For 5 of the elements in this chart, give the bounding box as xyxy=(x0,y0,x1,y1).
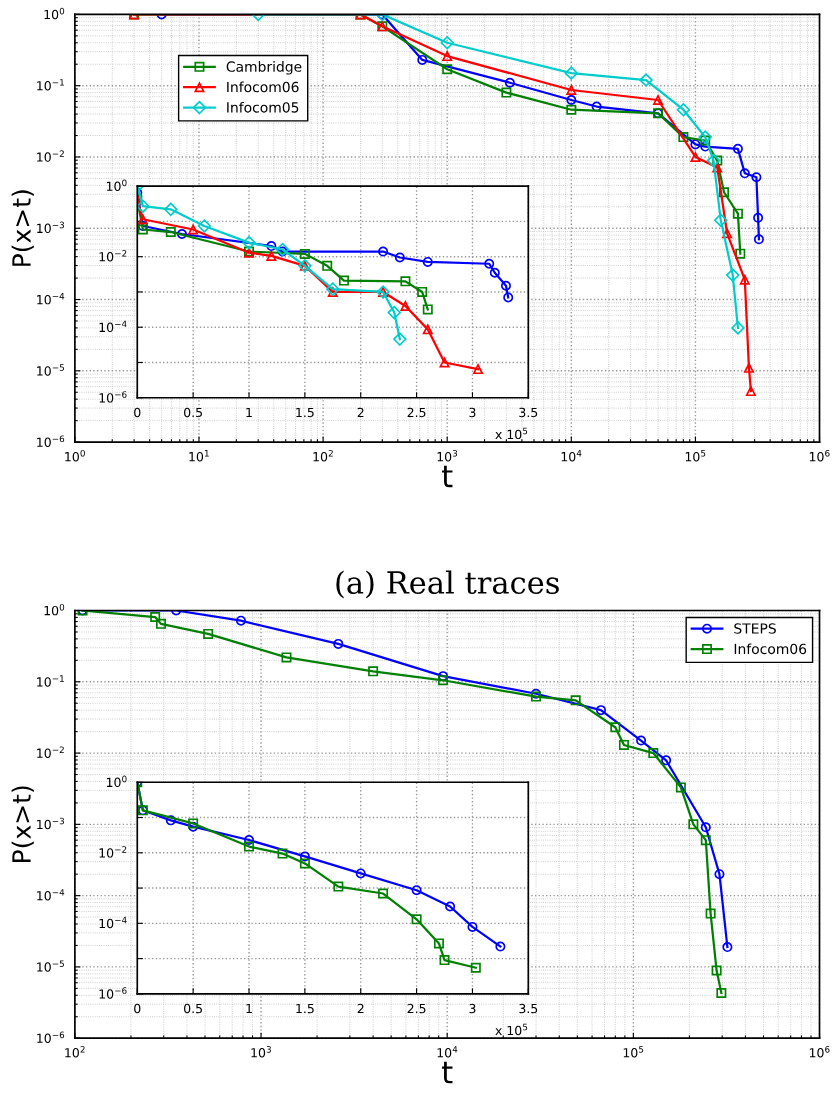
y-axis-title: P(x>t) xyxy=(11,190,34,266)
x-axis-title: t xyxy=(442,1061,453,1084)
y-axis-title: P(x>t) xyxy=(11,786,34,862)
x-axis-title: t xyxy=(442,465,453,488)
text: (a) Real traces xyxy=(336,570,559,599)
